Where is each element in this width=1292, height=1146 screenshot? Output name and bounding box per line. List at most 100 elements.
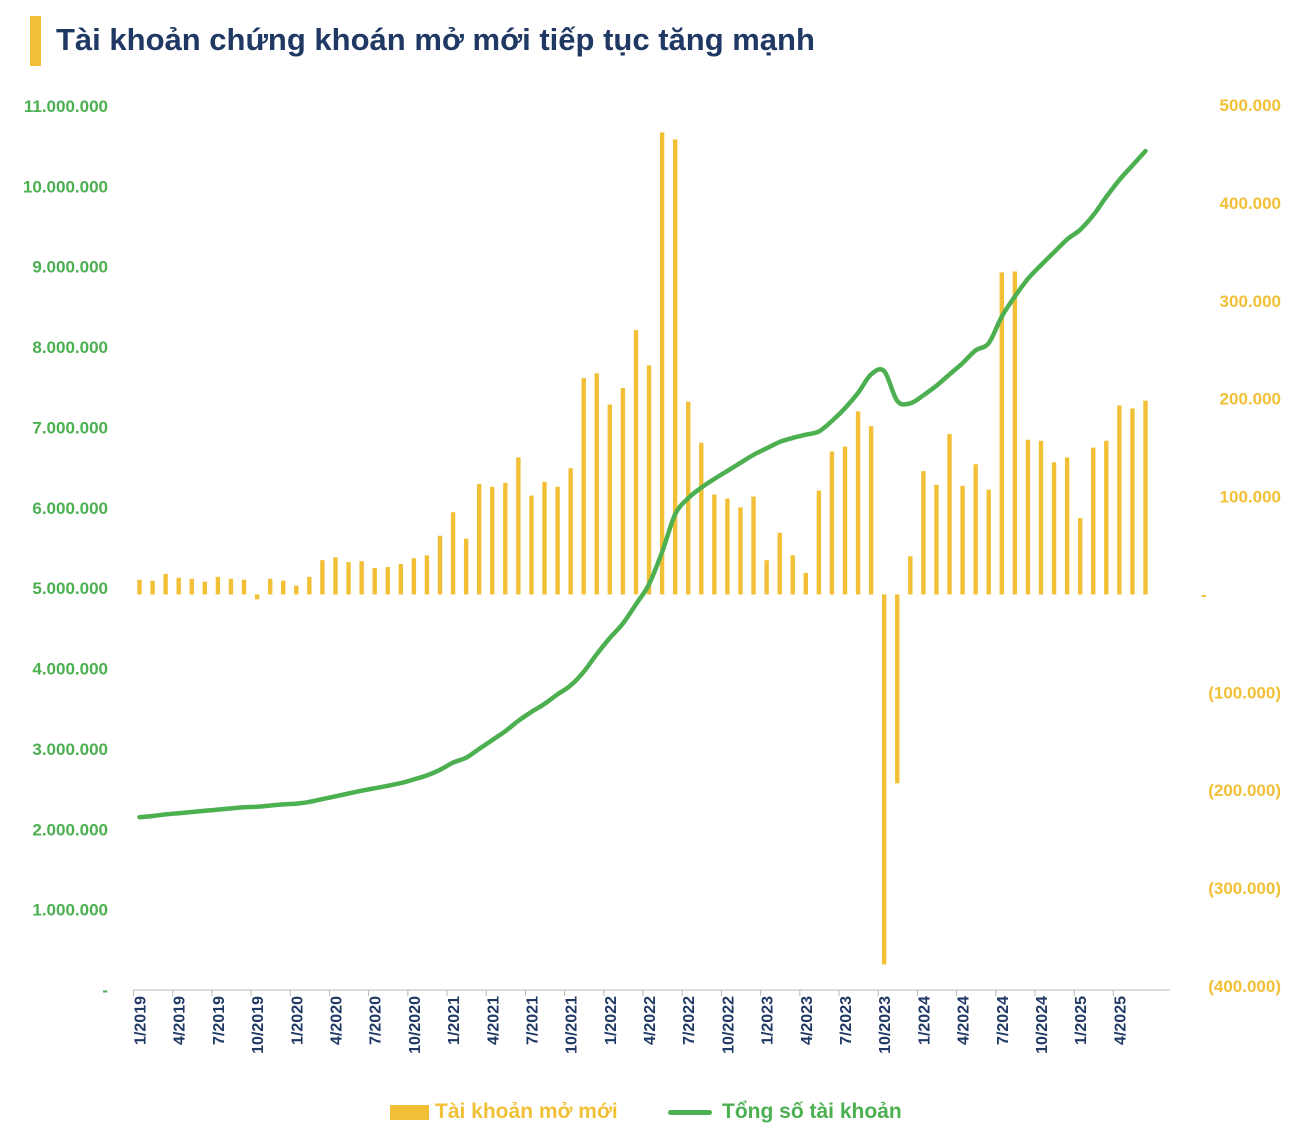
bar-17: [359, 561, 364, 595]
bar-11: [281, 580, 286, 595]
x-tick-label: 7/2022: [681, 996, 698, 1045]
bar-9: [254, 594, 260, 600]
x-tick-label: 4/2020: [329, 996, 346, 1045]
legend-item-bars: Tài khoản mở mới: [390, 1100, 618, 1124]
bar-63: [960, 485, 965, 595]
bar-16: [346, 562, 351, 595]
right-tick-label: (400.000): [1208, 977, 1281, 996]
bar-26: [476, 483, 482, 595]
right-tick-label: 400.000: [1220, 194, 1281, 213]
x-tick-label: 1/2022: [603, 996, 620, 1045]
bar-35: [594, 373, 599, 595]
legend-swatch-bars: [390, 1104, 429, 1120]
right-axis-labels: (400.000) (300.000) (200.000) (100.000) - 100…: [1201, 96, 1281, 996]
bar-40: [659, 132, 665, 595]
x-tick-label: 4/2025: [1112, 996, 1129, 1045]
line-series: [137, 148, 1148, 820]
bar-60: [921, 471, 926, 595]
x-tick-label: 7/2019: [211, 996, 228, 1045]
x-tick-label: 1/2025: [1073, 996, 1090, 1045]
bar-57: [882, 594, 887, 965]
bar-21: [411, 558, 417, 595]
bar-48: [764, 560, 769, 595]
bar-73: [1091, 447, 1096, 595]
right-tick-label: 100.000: [1220, 488, 1281, 507]
x-tick-label: 7/2021: [525, 996, 542, 1045]
right-tick-label: 300.000: [1220, 292, 1281, 311]
bar-62: [947, 433, 952, 595]
x-tick-label: 4/2022: [642, 996, 659, 1045]
x-tick-label: 4/2021: [485, 996, 502, 1045]
bar-19: [385, 567, 390, 595]
bar-50: [790, 555, 795, 595]
bar-55: [855, 411, 861, 595]
bar-15: [333, 557, 338, 595]
bar-5: [202, 581, 208, 595]
bar-67: [1012, 271, 1018, 595]
bar-33: [568, 468, 573, 595]
left-tick-label: 2.000.000: [32, 820, 108, 839]
bar-1: [150, 580, 155, 595]
bar-51: [803, 572, 809, 595]
x-tick-label: 10/2024: [1034, 996, 1051, 1054]
x-tick-label: 10/2021: [564, 996, 581, 1054]
x-tick-label: 1/2020: [289, 996, 306, 1045]
bar-59: [908, 556, 913, 595]
bar-65: [986, 489, 991, 595]
left-tick-label: 7.000.000: [32, 419, 108, 438]
bar-23: [437, 535, 443, 595]
x-tick-label: 7/2020: [368, 996, 385, 1045]
bar-72: [1077, 518, 1083, 595]
legend-label-bars: Tài khoản mở mới: [435, 1100, 618, 1123]
bar-series: [137, 132, 1148, 965]
bar-28: [503, 482, 508, 595]
right-tick-label: 200.000: [1220, 390, 1281, 409]
left-tick-label: 3.000.000: [32, 740, 108, 759]
bar-24: [450, 512, 456, 595]
right-tick-label: 500.000: [1220, 96, 1281, 115]
bar-75: [1117, 405, 1122, 595]
bar-45: [725, 498, 730, 595]
x-tick-label: 4/2024: [956, 996, 973, 1045]
bar-46: [738, 507, 743, 595]
x-tick-label: 1/2023: [760, 996, 777, 1045]
right-tick-label: (200.000): [1208, 781, 1281, 800]
left-axis-labels: - 1.000.000 2.000.000 3.000.000 4.000.000 5.0…: [23, 97, 108, 1000]
x-tick-label: 10/2023: [877, 996, 894, 1054]
chart-title: Tài khoản chứng khoán mở mới tiếp tục tă…: [56, 22, 815, 57]
bar-47: [751, 496, 756, 595]
bar-10: [267, 578, 273, 595]
total-accounts-line: [137, 148, 1148, 820]
left-tick-label: 6.000.000: [32, 499, 108, 518]
bar-44: [712, 494, 717, 595]
bar-27: [490, 486, 495, 595]
bar-66: [999, 272, 1004, 595]
left-tick-label: 10.000.000: [23, 177, 108, 196]
bar-18: [372, 568, 377, 595]
left-tick-label: 11.000.000: [24, 97, 108, 116]
bar-70: [1051, 462, 1057, 595]
x-tick-label: 7/2023: [838, 996, 855, 1045]
bar-29: [516, 457, 521, 595]
bar-53: [829, 451, 835, 595]
bar-32: [555, 486, 560, 595]
bar-61: [934, 484, 939, 595]
left-tick-label: -: [102, 981, 108, 1000]
bar-8: [241, 579, 247, 595]
left-tick-label: 4.000.000: [32, 660, 108, 679]
bar-36: [607, 404, 613, 595]
bar-0: [137, 579, 142, 595]
left-tick-label: 5.000.000: [32, 579, 108, 598]
right-tick-label: (300.000): [1208, 879, 1281, 898]
bar-56: [868, 426, 874, 595]
x-tick-label: 4/2023: [799, 996, 816, 1045]
left-tick-label: 9.000.000: [32, 258, 108, 277]
x-tick-label: 10/2022: [720, 996, 737, 1054]
bar-76: [1130, 408, 1135, 595]
bar-4: [189, 578, 194, 595]
bar-74: [1104, 440, 1109, 595]
bar-41: [672, 139, 678, 595]
bar-64: [973, 464, 978, 595]
bar-2: [163, 573, 168, 595]
bar-25: [463, 538, 469, 595]
